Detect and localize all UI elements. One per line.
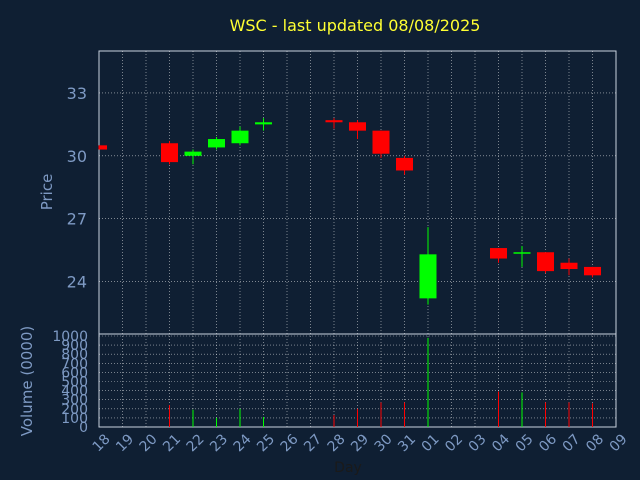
- y-tick-label: 30: [67, 147, 87, 166]
- x-tick-label: 26: [278, 431, 302, 455]
- volume-tick-label: 400: [61, 384, 88, 400]
- x-tick-label: 09: [607, 431, 631, 455]
- candle-body: [325, 120, 343, 123]
- candle-body: [513, 252, 531, 254]
- candle-body: [255, 122, 272, 125]
- x-axis-title: Day: [334, 460, 362, 476]
- candle-body: [349, 122, 366, 131]
- x-tick-label: 03: [466, 431, 490, 455]
- x-tick-label: 29: [348, 431, 372, 455]
- volume-tick-label: 0: [79, 420, 88, 436]
- volume-tick-label: 600: [61, 365, 88, 381]
- x-tick-label: 20: [137, 431, 161, 455]
- x-tick-label: 19: [113, 431, 137, 455]
- x-tick-label: 21: [160, 431, 184, 455]
- plot-frame: [98, 50, 617, 428]
- volume-tick-label: 300: [61, 393, 88, 409]
- x-tick-label: 31: [395, 431, 419, 455]
- volume-tick-label: 1000: [52, 329, 88, 345]
- candle-body: [372, 130, 390, 154]
- candle-body: [537, 252, 554, 272]
- x-tick-label: 06: [536, 431, 560, 455]
- x-tick-label: 02: [442, 431, 466, 455]
- x-tick-label: 08: [583, 431, 607, 455]
- candle-body: [584, 266, 601, 276]
- y-axis-title: Price: [38, 174, 56, 211]
- x-tick-label: 25: [254, 431, 278, 455]
- volume-tick-label: 500: [61, 375, 88, 391]
- y-tick-label: 24: [67, 273, 87, 292]
- x-tick-label: 27: [301, 431, 325, 455]
- chart-title: WSC - last updated 08/08/2025: [230, 16, 481, 35]
- x-tick-label: 24: [231, 431, 255, 455]
- volume-tick-label: 100: [61, 411, 88, 427]
- candle-body: [184, 151, 202, 156]
- candle-body: [231, 130, 249, 144]
- x-tick-label: 28: [325, 431, 349, 455]
- x-tick-label: 30: [372, 431, 396, 455]
- x-tick-label: 07: [560, 431, 584, 455]
- volume-tick-label: 900: [61, 338, 88, 354]
- candle-body: [161, 143, 178, 163]
- x-tick-label: 23: [207, 431, 231, 455]
- candle-body: [208, 139, 225, 148]
- volume-tick-label: 800: [61, 347, 88, 363]
- volume-tick-label: 200: [61, 402, 88, 418]
- candle-body: [560, 262, 578, 270]
- candle-body: [396, 157, 413, 171]
- x-tick-label: 01: [419, 431, 443, 455]
- candle-body: [419, 254, 437, 299]
- x-tick-label: 04: [489, 431, 513, 455]
- volume-axis-title: Volume (0000): [18, 326, 36, 436]
- y-tick-label: 27: [67, 210, 87, 229]
- x-tick-label: 05: [513, 431, 537, 455]
- x-tick-label: 18: [90, 431, 114, 455]
- x-tick-label: 22: [184, 431, 208, 455]
- y-tick-label: 33: [67, 84, 87, 103]
- candle-body: [99, 145, 107, 150]
- candle-body: [490, 248, 507, 259]
- volume-tick-label: 700: [61, 356, 88, 372]
